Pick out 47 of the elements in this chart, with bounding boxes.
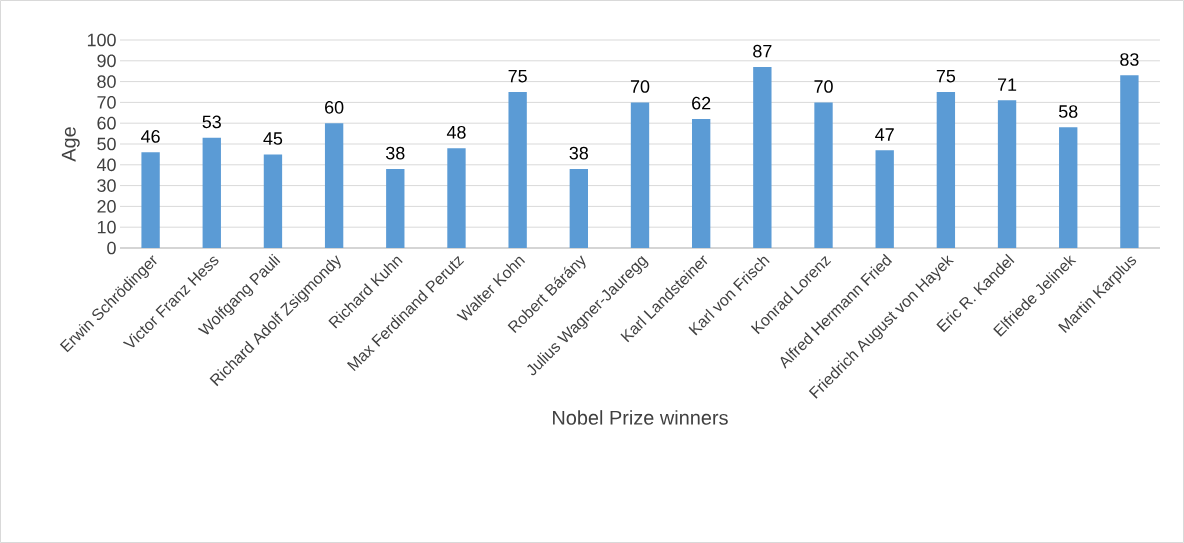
y-tick-label: 30 xyxy=(97,179,116,192)
y-tick-label: 50 xyxy=(97,137,116,151)
bar xyxy=(936,91,956,248)
data-label: 48 xyxy=(446,125,466,139)
data-label: 45 xyxy=(263,132,283,145)
bar xyxy=(814,102,833,248)
data-label: 83 xyxy=(1120,53,1139,66)
bar xyxy=(997,100,1017,248)
data-label: 38 xyxy=(569,146,589,160)
y-tick-label: 100 xyxy=(87,33,116,47)
data-label: 53 xyxy=(202,115,221,129)
y-tick-label: 40 xyxy=(96,158,116,172)
bar xyxy=(875,150,894,248)
data-label: 87 xyxy=(753,44,772,58)
y-tick-label: 20 xyxy=(97,200,116,213)
x-axis-title: Nobel Prize winners xyxy=(553,410,728,425)
y-axis-title: Age xyxy=(61,127,80,162)
data-label: 62 xyxy=(692,96,711,110)
bar xyxy=(324,123,344,248)
y-tick-label: 10 xyxy=(97,220,116,234)
bar xyxy=(753,67,772,248)
data-label: 60 xyxy=(325,100,344,114)
bar xyxy=(508,91,527,248)
data-label: 75 xyxy=(936,69,956,83)
bar xyxy=(386,168,405,248)
y-tick-label: 60 xyxy=(97,116,116,130)
bar xyxy=(263,154,283,248)
data-label: 58 xyxy=(1058,105,1078,118)
bar xyxy=(447,148,466,248)
bar xyxy=(1059,127,1078,248)
data-label: 70 xyxy=(630,80,650,93)
data-label: 70 xyxy=(814,80,833,93)
bar xyxy=(692,119,711,248)
bar xyxy=(630,102,650,248)
y-tick-label: 0 xyxy=(107,241,116,255)
data-label: 75 xyxy=(508,69,527,83)
y-tick-label: 90 xyxy=(97,54,116,68)
data-label: 46 xyxy=(141,130,160,143)
data-label: 38 xyxy=(386,146,405,160)
bar xyxy=(141,152,160,248)
y-tick-label: 80 xyxy=(97,75,116,88)
y-tick-label: 70 xyxy=(97,96,116,109)
data-label: 71 xyxy=(998,78,1017,91)
bar xyxy=(1120,75,1139,248)
bar xyxy=(569,168,588,248)
data-label: 47 xyxy=(875,128,894,141)
bar xyxy=(202,137,221,248)
